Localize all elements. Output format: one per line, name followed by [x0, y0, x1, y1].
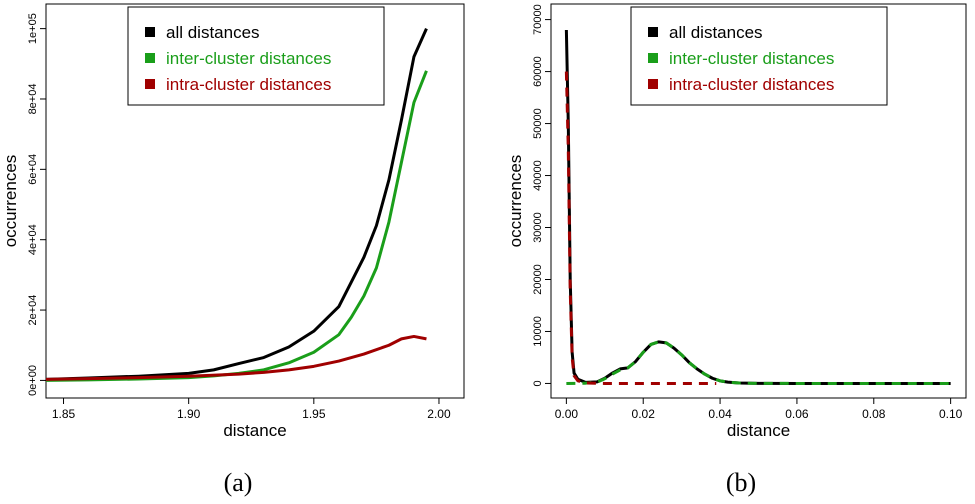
x-tick-label: 0.04: [708, 407, 732, 421]
x-tick-label: 0.06: [785, 407, 809, 421]
legend-swatch-3: [648, 79, 658, 89]
x-tick-label: 0.08: [862, 407, 886, 421]
x-axis-title: distance: [727, 421, 790, 440]
legend-swatch-1: [145, 27, 155, 37]
x-tick-label: 1.90: [177, 407, 201, 421]
legend-label-2: inter-cluster distances: [166, 49, 331, 68]
x-tick-label: 0.10: [939, 407, 963, 421]
legend-swatch-2: [145, 53, 155, 63]
series-line-2: [566, 340, 951, 385]
series-line-1: [46, 28, 428, 381]
legend-swatch-3: [145, 79, 155, 89]
panel-label: (b): [726, 468, 756, 497]
y-axis-title: occurrences: [1, 155, 20, 248]
legend-box: [127, 6, 385, 106]
y-tick-label: 8e+04: [27, 84, 39, 115]
y-tick-label: 4e+04: [27, 224, 39, 255]
x-axis-title: distance: [223, 421, 286, 440]
y-tick-label: 60000: [532, 56, 544, 87]
series-line-3: [46, 334, 427, 381]
y-tick-label: 20000: [532, 264, 544, 295]
y-tick-label: 40000: [532, 160, 544, 191]
y-tick-label: 30000: [532, 212, 544, 243]
legend-label-1: all distances: [166, 23, 260, 42]
y-tick-label: 10000: [532, 316, 544, 347]
x-tick-label: 1.95: [302, 407, 326, 421]
legend-label-1: all distances: [669, 23, 763, 42]
y-tick-label: 70000: [532, 4, 544, 35]
y-tick-label: 1e+05: [27, 13, 39, 44]
panel-label: (a): [224, 468, 253, 497]
legend-swatch-2: [648, 53, 658, 63]
x-tick-label: 1.85: [52, 407, 76, 421]
y-tick-label: 2e+04: [27, 295, 39, 326]
x-tick-label: 0.02: [632, 407, 656, 421]
y-tick-label: 0: [532, 380, 544, 386]
y-tick-label: 50000: [532, 108, 544, 139]
series-line-3: [564, 71, 717, 385]
legend-label-3: intra-cluster distances: [669, 75, 834, 94]
legend-swatch-1: [648, 27, 658, 37]
series-line-2: [46, 70, 428, 382]
legend-label-3: intra-cluster distances: [166, 75, 331, 94]
y-axis-title: occurrences: [506, 155, 525, 248]
x-tick-label: 2.00: [427, 407, 451, 421]
plot-frame: [45, 3, 465, 399]
plot-frame: [550, 3, 967, 399]
panel-a: 1.85 1.90 1.95 2.00 0e+00 2e+04 4e+04 6e+04 8e+0…: [1, 3, 465, 497]
y-tick-label: 0e+00: [27, 365, 39, 396]
legend-box: [630, 6, 888, 106]
y-tick-label: 6e+04: [27, 154, 39, 185]
x-tick-label: 0.00: [555, 407, 579, 421]
legend-label-2: inter-cluster distances: [669, 49, 834, 68]
panel-b: 0.00 0.02 0.04 0.06 0.08 0.10 0 10000 20000 30000…: [506, 3, 967, 497]
